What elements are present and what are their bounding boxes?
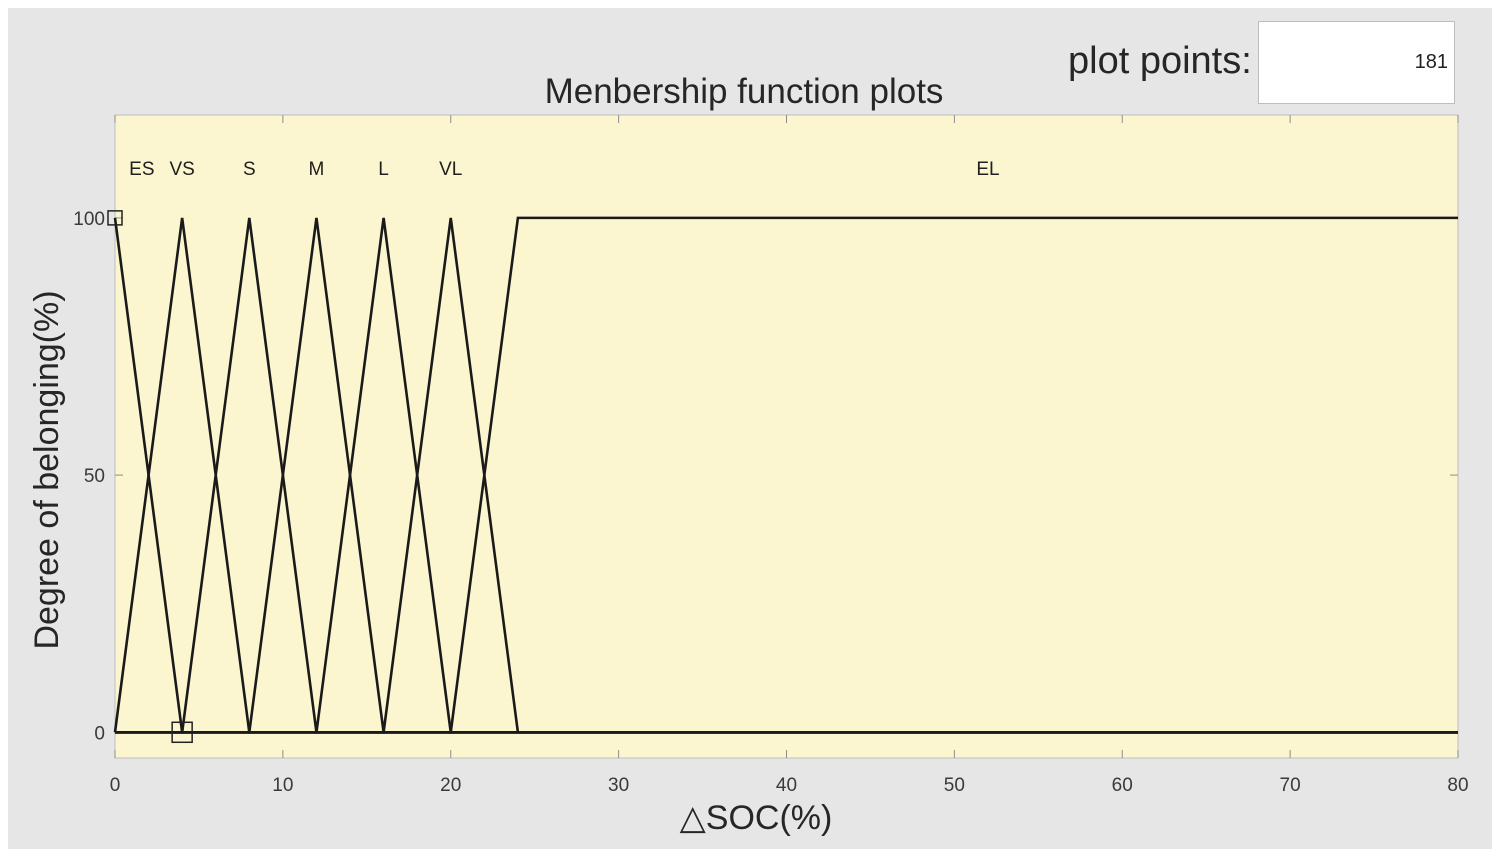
x-tick-label: 30 bbox=[608, 775, 629, 796]
mf-label-m: M bbox=[309, 159, 325, 180]
x-tick-label: 60 bbox=[1112, 775, 1133, 796]
x-tick-label: 20 bbox=[440, 775, 461, 796]
mf-line-el[interactable] bbox=[115, 216, 1458, 734]
x-tick-label: 10 bbox=[272, 775, 293, 796]
vertex-marker[interactable] bbox=[171, 721, 193, 744]
x-tick-label: 0 bbox=[110, 775, 121, 796]
x-tick-label: 50 bbox=[944, 775, 965, 796]
plot-background[interactable] bbox=[114, 114, 1459, 759]
mf-label-vs: VS bbox=[169, 159, 194, 180]
y-axis-label: Degree of belonging(%) bbox=[28, 290, 66, 649]
mf-label-s: S bbox=[243, 159, 256, 180]
vertex-marker[interactable] bbox=[107, 210, 123, 226]
plot-area[interactable] bbox=[114, 114, 1459, 759]
mf-label-el: EL bbox=[976, 159, 999, 180]
chart-marks: 0 10 20 30 40 50 60 70 80 0 50 100 ES VS S M L VL EL bbox=[73, 115, 1469, 796]
y-tick-label: 0 bbox=[94, 723, 105, 744]
x-tick-label: 40 bbox=[776, 775, 797, 796]
y-tick-label: 100 bbox=[73, 209, 105, 230]
mf-label-vl: VL bbox=[439, 159, 462, 180]
x-tick-label: 70 bbox=[1280, 775, 1301, 796]
x-tick-label: 80 bbox=[1447, 775, 1468, 796]
x-axis-label: △SOC(%) bbox=[680, 799, 833, 837]
plot-points-input[interactable] bbox=[1258, 21, 1455, 104]
mf-label-l: L bbox=[378, 159, 389, 180]
plot-points-label: plot points: bbox=[1068, 40, 1252, 82]
mf-label-es: ES bbox=[129, 159, 154, 180]
chart-title: Menbership function plots bbox=[545, 72, 944, 111]
y-tick-label: 50 bbox=[84, 466, 105, 487]
